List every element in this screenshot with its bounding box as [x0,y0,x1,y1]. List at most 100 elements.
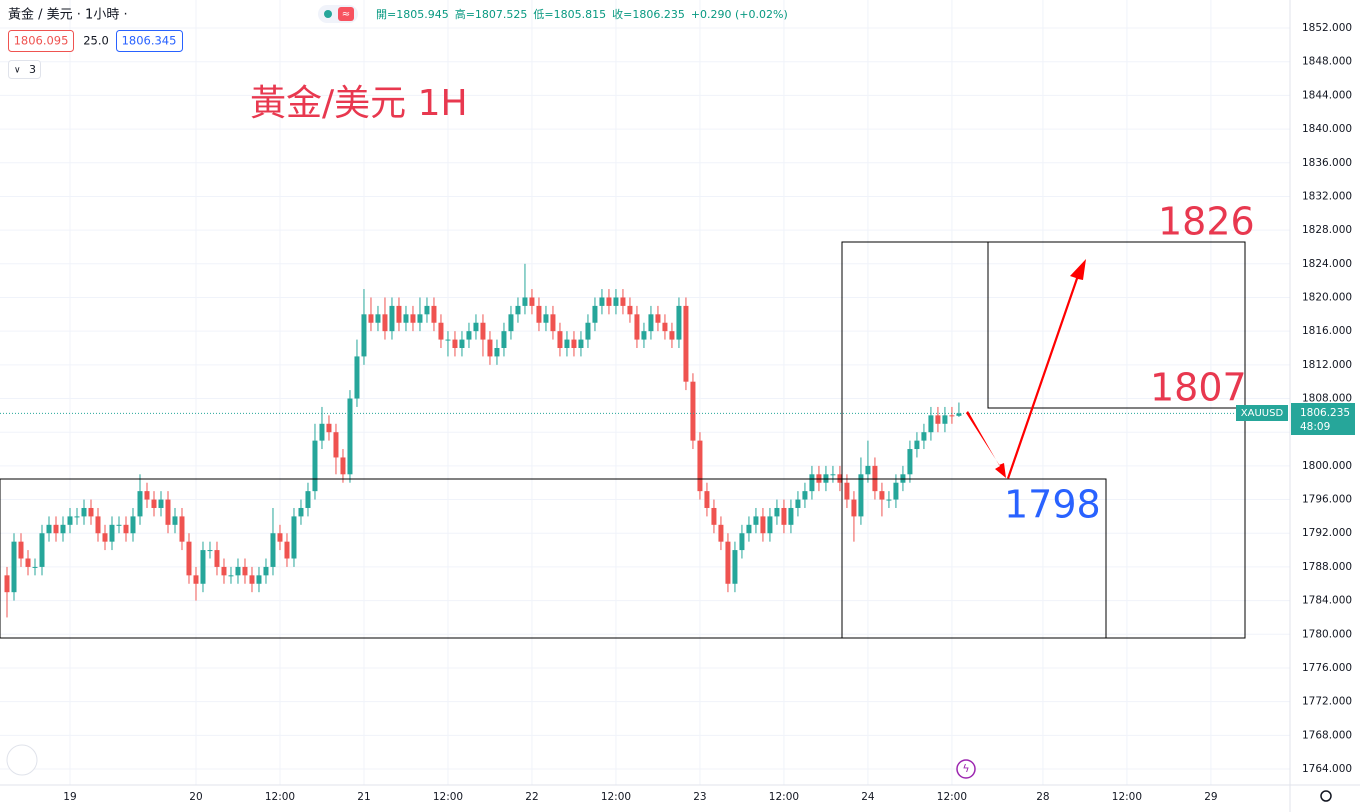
status-icon-text: ≈ [342,9,350,20]
candle-body [466,331,472,340]
x-tick-label: 20 [189,791,202,803]
indicators-toggle[interactable] [8,60,41,79]
candle-body [200,550,206,584]
candle-body [116,524,122,526]
candle-body [417,314,423,323]
candle-body [746,524,752,534]
symbol-title[interactable]: 黃金 / 美元 · 1小時 · [8,7,128,23]
candle-body [172,516,178,525]
x-tick-label: 23 [693,791,706,803]
spread: 25.0 [83,34,109,48]
y-tick-label: 1836.000 [1302,157,1352,169]
range-box [0,478,1107,639]
x-tick-label: 24 [861,791,875,803]
indicators-count: 3 [29,63,36,76]
candle-body [326,423,332,433]
axes: 1852.000 1848.000 1844.000 1840.000 1836.000… [63,22,1352,803]
ohlc-value: 收=1806.235 [612,7,685,21]
y-tick-label: 1792.000 [1302,527,1352,539]
candle-body [788,507,794,525]
candle-body [459,339,465,349]
chevron: ∨ [14,66,21,76]
x-tick-label: 22 [525,791,538,803]
candle-body [305,491,311,508]
candle-body [571,339,577,349]
candle-body [186,541,192,576]
candle-body [410,314,416,323]
candle-body [858,474,864,517]
y-tick-label: 1764.000 [1302,763,1352,775]
y-tick-label: 1816.000 [1302,325,1352,337]
candle-body [865,465,871,475]
candle-body [53,524,59,534]
bid-box[interactable] [8,30,74,52]
candle-body [732,550,738,584]
candle-body [452,339,458,349]
grid [0,0,1290,785]
y-tick-label: 1812.000 [1302,359,1352,371]
candles [0,263,1290,618]
candle-body [879,491,885,500]
candle-body [193,575,199,584]
candle-body [137,491,143,517]
arrow-down [966,411,1006,478]
candle-body [207,550,213,552]
candle-body [60,524,66,534]
x-tick-label: 29 [1204,791,1217,803]
candle-body [123,524,129,534]
candle-body [473,322,479,332]
y-tick-label: 1844.000 [1302,89,1352,101]
candle-body [578,339,584,349]
candle-body [389,305,395,332]
candle-body [130,516,136,534]
candle-body [494,348,500,357]
candle-body [109,524,115,542]
candle-body [802,491,808,500]
y-tick-label: 1808.000 [1302,393,1352,405]
arrow-up [1007,259,1086,479]
ask-box[interactable] [116,30,183,52]
x-tick-label: 12:00 [265,791,295,803]
candle-body [718,524,724,542]
candle-body [256,575,262,584]
event-icon[interactable] [956,759,976,779]
x-tick-label: 28 [1036,791,1049,803]
candle-body [627,305,633,315]
candle-body [431,305,437,323]
y-tick-label: 1852.000 [1302,22,1352,34]
candle-body [928,415,934,433]
candle-body [550,314,556,332]
candle-body [25,558,31,567]
x-tick-label: 12:00 [1112,791,1142,803]
y-tick-label: 1828.000 [1302,224,1352,236]
candle-body [354,356,360,399]
symbol-tag-text: XAUUSD [1241,408,1284,419]
candle-body [662,322,668,332]
candle-body [830,474,836,476]
candle-body [935,415,941,424]
candle-body [403,314,409,323]
candle-body [599,297,605,306]
candle-body [228,575,234,577]
candle-body [774,507,780,517]
price-tag-value: 1806.235 [1300,407,1350,419]
candle-body [214,550,220,567]
candle-body [676,305,682,340]
candle-body [46,524,52,534]
candle-body [368,314,374,323]
candle-body [396,305,402,323]
y-tick-label: 1820.000 [1302,291,1352,303]
candle-body [221,566,227,576]
candle-body [613,297,619,306]
candle-body [753,516,759,525]
x-tick-label: 12:00 [433,791,463,803]
candle-body [158,499,164,508]
candle-body [95,516,101,534]
candle-body [543,314,549,323]
status-icon [338,7,354,21]
logo-button[interactable] [6,744,38,776]
status-dot [324,10,332,18]
settings-button[interactable] [1320,790,1332,802]
y-tick-label: 1796.000 [1302,494,1352,506]
